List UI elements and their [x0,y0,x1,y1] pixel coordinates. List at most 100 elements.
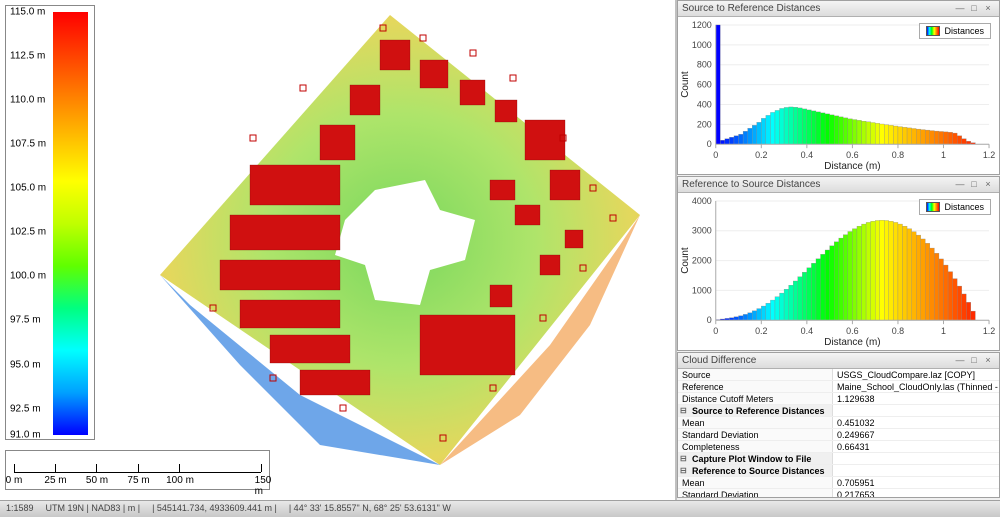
panel-header-cloud-diff[interactable]: Cloud Difference — □ × [678,353,999,369]
status-bar: 1:1589 UTM 19N | NAD83 | m | | 545141.734,… [0,500,1000,517]
svg-text:0.2: 0.2 [755,326,767,336]
legend-tick-label: 92.5 m [10,403,41,414]
legend-tick-label: 107.5 m [10,139,46,150]
chart-legend: Distances [919,199,991,215]
props-key: Mean [678,477,833,488]
props-key: Distance Cutoff Meters [678,393,833,404]
panel-header-src-to-ref[interactable]: Source to Reference Distances — □ × [678,1,999,17]
rainbow-chip-icon [926,202,940,212]
props-key: Standard Deviation [678,489,833,497]
svg-text:Distance (m): Distance (m) [824,337,880,348]
legend-tick-label: 115.0 m [10,7,45,18]
legend-tick-label: 112.5 m [10,51,45,62]
svg-text:3000: 3000 [692,226,712,236]
legend-tick-label: 100.0 m [10,271,46,282]
props-key: Standard Deviation [678,429,833,440]
props-row[interactable]: SourceUSGS_CloudCompare.laz [COPY] [678,369,999,381]
pointcloud-render[interactable] [120,5,660,480]
scale-tick-label: 25 m [44,475,66,486]
chart-legend: Distances [919,23,991,39]
svg-text:1: 1 [941,326,946,336]
props-val: USGS_CloudCompare.laz [COPY] [833,369,999,380]
right-panels: Source to Reference Distances — □ × 0 200… [675,0,1000,500]
props-row[interactable]: Distance Cutoff Meters1.129638 [678,393,999,405]
svg-text:0.8: 0.8 [892,326,904,336]
status-segment: UTM 19N | NAD83 | m | [46,503,141,515]
props-row[interactable]: Mean0.705951 [678,477,999,489]
props-key: Mean [678,417,833,428]
panel-title: Cloud Difference [682,355,953,366]
panel-title: Source to Reference Distances [682,3,953,14]
props-val: 0.66431 [833,441,999,452]
rainbow-chip-icon [926,26,940,36]
svg-text:1.2: 1.2 [983,326,995,336]
panel-cloud-difference: Cloud Difference — □ × SourceUSGS_CloudC… [677,352,1000,498]
props-grid[interactable]: SourceUSGS_CloudCompare.laz [COPY]Refere… [678,369,999,497]
svg-text:0.6: 0.6 [846,326,858,336]
svg-text:0: 0 [713,326,718,336]
close-icon[interactable]: × [981,355,995,367]
svg-text:0.4: 0.4 [801,326,813,336]
props-row[interactable]: Completeness0.66431 [678,441,999,453]
props-val: 0.217653 [833,489,999,497]
svg-text:200: 200 [697,119,712,129]
svg-text:1200: 1200 [692,20,712,30]
svg-text:1000: 1000 [692,285,712,295]
props-key: Completeness [678,441,833,452]
svg-text:600: 600 [697,80,712,90]
svg-text:400: 400 [697,99,712,109]
panel-title: Reference to Source Distances [682,179,953,190]
svg-text:4000: 4000 [692,196,712,206]
legend-tick-label: 95.0 m [10,359,41,370]
status-segment: 1:1589 [6,503,34,515]
minimize-icon[interactable]: — [953,179,967,191]
panel-header-ref-to-src[interactable]: Reference to Source Distances — □ × [678,177,999,193]
status-segment: | 44° 33' 15.8557" N, 68° 25' 53.6131" W [289,503,451,515]
svg-text:Distance (m): Distance (m) [824,161,880,172]
panel-ref-to-src: Reference to Source Distances — □ × 0100… [677,176,1000,351]
legend-gradient [53,12,88,435]
chart-src-to-ref[interactable]: 02004006008001000120000.20.40.60.811.2Di… [678,17,999,173]
svg-text:800: 800 [697,60,712,70]
svg-text:0: 0 [707,139,712,149]
props-row[interactable]: Standard Deviation0.217653 [678,489,999,497]
legend-label: Distances [944,26,984,36]
chart-ref-to-src[interactable]: 0 1000 2000 3000 4000 0 0.2 0.4 0.6 0.8 1 1.2 Distan… [678,193,999,349]
legend-labels: 115.0 m112.5 m110.0 m107.5 m105.0 m102.5… [10,6,55,439]
legend-tick-label: 97.5 m [10,315,41,326]
close-icon[interactable]: × [981,179,995,191]
chart-svg: 02004006008001000120000.20.40.60.811.2Di… [678,17,999,172]
restore-icon[interactable]: □ [967,179,981,191]
props-val: 0.451032 [833,417,999,428]
props-row[interactable]: Mean0.451032 [678,417,999,429]
props-key: Reference [678,381,833,392]
svg-text:0.4: 0.4 [801,150,813,160]
props-row[interactable]: ReferenceMaine_School_CloudOnly.las (Thi… [678,381,999,393]
props-val: 0.249667 [833,429,999,440]
svg-text:1000: 1000 [692,40,712,50]
props-val: Maine_School_CloudOnly.las (Thinned - 3D… [833,381,999,392]
svg-text:0: 0 [707,315,712,325]
props-val: 1.129638 [833,393,999,404]
minimize-icon[interactable]: — [953,355,967,367]
scale-tick-label: 0 m [6,475,23,486]
restore-icon[interactable]: □ [967,3,981,15]
minimize-icon[interactable]: — [953,3,967,15]
main-3d-view[interactable]: 115.0 m112.5 m110.0 m107.5 m105.0 m102.5… [0,0,675,500]
svg-text:1.2: 1.2 [983,150,995,160]
status-segment: | 545141.734, 4933609.441 m | [152,503,277,515]
svg-text:2000: 2000 [692,256,712,266]
color-legend: 115.0 m112.5 m110.0 m107.5 m105.0 m102.5… [5,5,95,440]
props-row[interactable]: Standard Deviation0.249667 [678,429,999,441]
legend-label: Distances [944,202,984,212]
svg-text:0.8: 0.8 [892,150,904,160]
chart-svg: 0 1000 2000 3000 4000 0 0.2 0.4 0.6 0.8 1 1.2 Distan… [678,193,999,348]
svg-text:0: 0 [713,150,718,160]
legend-tick-label: 110.0 m [10,95,45,106]
panel-src-to-ref: Source to Reference Distances — □ × 0 200… [677,0,1000,175]
legend-tick-label: 102.5 m [10,227,46,238]
props-key: Source [678,369,833,380]
close-icon[interactable]: × [981,3,995,15]
svg-text:1: 1 [941,150,946,160]
restore-icon[interactable]: □ [967,355,981,367]
